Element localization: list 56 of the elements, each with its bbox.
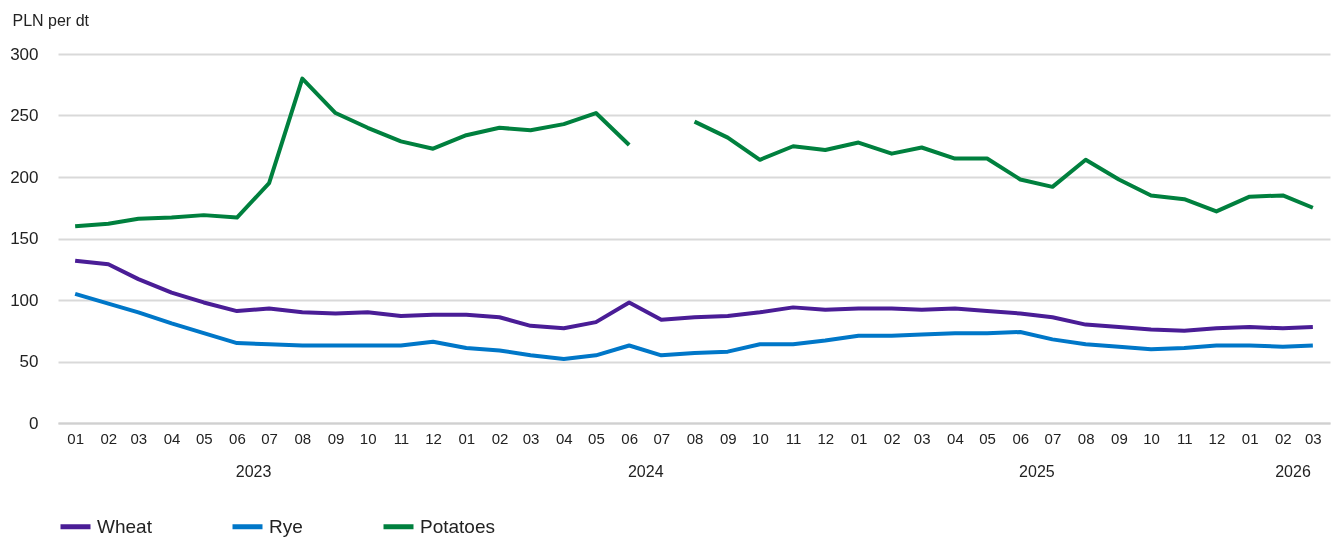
x-tick-label: 09 [719, 429, 737, 447]
x-tick-label: 11 [1176, 429, 1193, 447]
x-tick-label: 09 [1111, 429, 1128, 447]
legend-label: Rye [269, 515, 303, 537]
x-tick-label: 03 [130, 429, 148, 447]
x-tick-label: 08 [686, 429, 704, 447]
x2-tick-label: 2024 [627, 462, 664, 480]
x-tick-label: 04 [555, 429, 573, 447]
y-axis-title: PLN per dt [12, 11, 90, 29]
y-tick-label: 300 [10, 44, 39, 64]
x-tick-label: 06 [1012, 429, 1030, 447]
x-tick-label: 02 [1275, 429, 1292, 447]
y-tick-label: 250 [10, 106, 39, 125]
legend-label: Wheat [97, 515, 153, 537]
x-tick-label: 07 [261, 429, 278, 447]
x-tick-label: 07 [1044, 429, 1062, 447]
y-tick-label: 100 [10, 290, 39, 310]
x-tick-label: 03 [522, 429, 540, 447]
x-tick-label: 01 [67, 429, 84, 447]
x-tick-label: 04 [163, 429, 181, 447]
line-series [73, 291, 1315, 362]
x-tick-label: 08 [1077, 429, 1095, 447]
x2-tick-label: 2026 [1275, 462, 1311, 480]
x2-tick-label: 2023 [235, 462, 272, 480]
x-tick-label: 11 [393, 429, 410, 447]
y-tick-label: 150 [10, 229, 39, 248]
y-tick-label: 0 [29, 413, 39, 433]
x-tick-label: 02 [100, 429, 118, 447]
x-tick-label: 06 [621, 429, 639, 447]
legend-label: Potatoes [420, 515, 495, 537]
x-tick-label: 01 [1241, 429, 1259, 447]
x-tick-label: 08 [294, 429, 312, 447]
x-tick-label: 03 [1305, 429, 1322, 447]
x-tick-label: 04 [947, 429, 964, 447]
line-series [73, 258, 1315, 333]
x-tick-label: 07 [653, 429, 671, 447]
x-tick-label: 01 [850, 429, 868, 447]
x-tick-label: 05 [588, 429, 605, 447]
x-tick-label: 02 [491, 429, 509, 447]
x-tick-label: 10 [359, 429, 377, 447]
x-tick-label: 03 [913, 429, 931, 447]
x-tick-label: 02 [883, 429, 901, 447]
x-tick-label: 12 [425, 429, 442, 447]
x-tick-label: 09 [327, 429, 345, 447]
x-tick-label: 10 [1143, 429, 1160, 447]
y-tick-label: 200 [10, 167, 39, 187]
x-tick-label: 05 [979, 429, 996, 447]
x-tick-label: 11 [785, 429, 802, 447]
x-tick-label: 05 [195, 429, 213, 447]
x2-tick-label: 2025 [1019, 462, 1055, 480]
y-tick-label: 50 [19, 352, 39, 371]
x-tick-label: 12 [1208, 429, 1226, 447]
x-tick-label: 01 [458, 429, 476, 447]
x-tick-label: 12 [817, 429, 835, 447]
x-tick-label: 06 [229, 429, 246, 447]
x-tick-label: 10 [752, 429, 769, 447]
